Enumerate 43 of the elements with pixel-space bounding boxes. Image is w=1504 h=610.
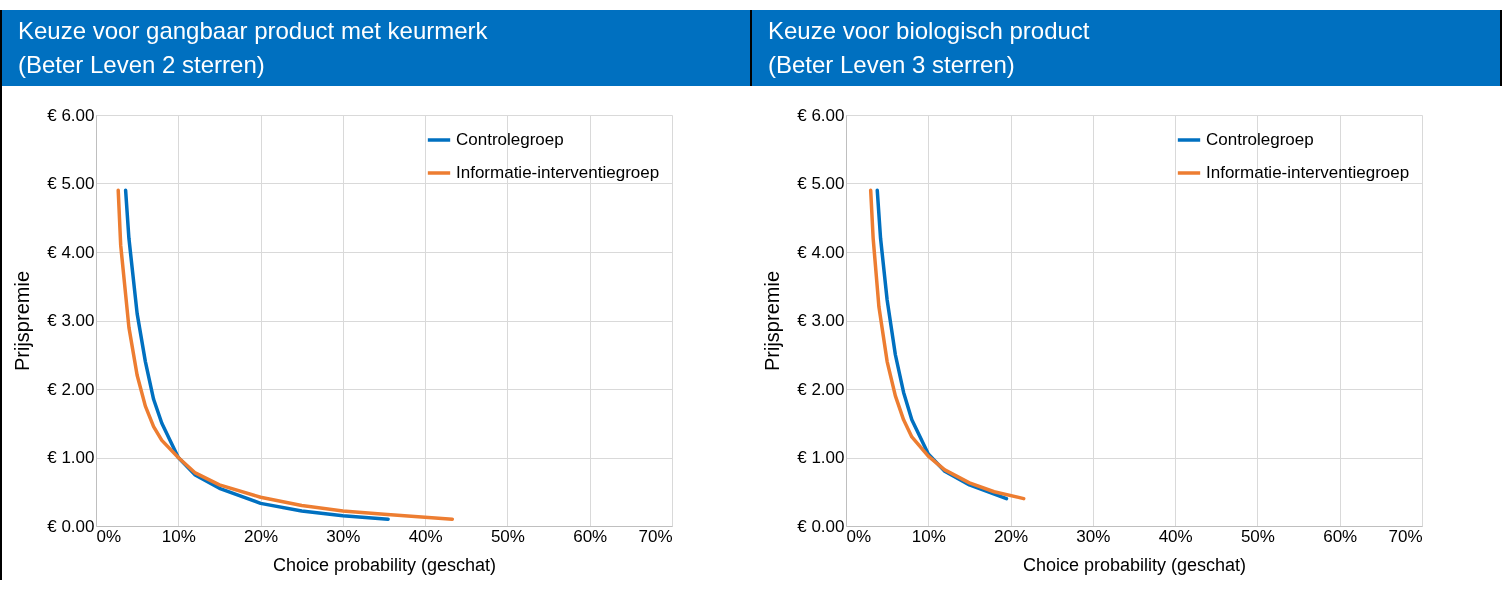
line-series (116, 188, 455, 521)
y-tick-label: € 3.00 (47, 311, 95, 330)
legend-label: Informatie-interventiegroep (1206, 163, 1410, 182)
y-axis-title: Prijspremie (11, 270, 34, 372)
x-tick-label: 30% (1076, 526, 1111, 546)
x-tick-label: 20% (244, 526, 279, 546)
x-tick-label: 50% (490, 526, 525, 546)
y-tick-label: € 0.00 (797, 516, 845, 536)
y-tick-label: € 4.00 (47, 242, 95, 262)
legend-label: Controlegroep (456, 130, 564, 149)
y-tick-label: € 1.00 (797, 448, 845, 467)
x-tick-label: 70% (638, 526, 673, 546)
x-tick-label: 50% (1240, 526, 1275, 546)
y-tick-label: € 2.00 (47, 379, 95, 399)
x-axis-title: Choice probability (geschat) (1022, 554, 1247, 575)
x-tick-label: 0% (96, 526, 122, 546)
x-axis-title: Choice probability (geschat) (272, 554, 497, 575)
legend-label: Informatie-interventiegroep (456, 163, 660, 182)
x-tick-label: 60% (573, 526, 608, 546)
y-tick-label: € 1.00 (47, 448, 95, 467)
chart-title: Keuze voor biologisch product (Beter Leven 3 sterren) (752, 10, 1502, 86)
y-tick-label: € 2.00 (797, 379, 845, 399)
x-tick-label: 20% (994, 526, 1029, 546)
x-tick-label: 40% (408, 526, 443, 546)
x-tick-label: 10% (161, 526, 196, 546)
x-tick-label: 40% (1158, 526, 1193, 546)
legend-label: Controlegroep (1206, 130, 1314, 149)
x-tick-label: 0% (846, 526, 872, 546)
y-tick-label: € 0.00 (47, 516, 95, 536)
y-axis-title: Prijspremie (761, 270, 784, 372)
y-tick-label: € 6.00 (797, 105, 845, 125)
y-tick-label: € 3.00 (797, 311, 845, 330)
x-tick-label: 10% (911, 526, 946, 546)
y-tick-label: € 5.00 (797, 174, 845, 193)
line-series (868, 188, 1026, 501)
x-tick-label: 60% (1323, 526, 1358, 546)
line-series (123, 188, 390, 521)
x-tick-label: 30% (326, 526, 361, 546)
chart-title: Keuze voor gangbaar product met keurmerk (Beter Leven 2 sterren) (2, 10, 752, 86)
y-tick-label: € 5.00 (47, 174, 95, 193)
y-tick-label: € 4.00 (797, 242, 845, 262)
x-tick-label: 70% (1388, 526, 1423, 546)
y-tick-label: € 6.00 (47, 105, 95, 125)
